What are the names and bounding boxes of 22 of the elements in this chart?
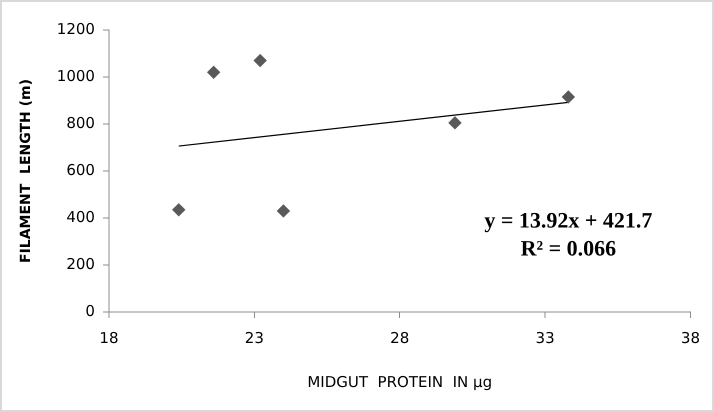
point (448, 116, 462, 130)
y-tick-label: 400 (66, 208, 95, 226)
y-tick-label: 0 (85, 302, 95, 320)
x-tick-label: 28 (390, 328, 410, 347)
y-tick-label: 1200 (56, 20, 95, 38)
y-axis-title: FILAMENT LENGTH (m) (18, 78, 34, 264)
y-tick-label: 800 (66, 114, 95, 132)
point (172, 203, 186, 216)
point (207, 66, 220, 79)
annotation: y = 13.92x + 421.7 (484, 207, 652, 232)
point (276, 204, 290, 218)
x-tick-label: 23 (244, 328, 264, 347)
x-tick-label: 38 (680, 328, 700, 347)
annotation: R² = 0.066 (520, 235, 616, 260)
point (562, 90, 575, 104)
y-tick-label: 200 (66, 254, 95, 273)
x-tick-label: 18 (99, 328, 119, 347)
x-axis-title: MIDGUT PROTEIN IN µg (307, 372, 492, 391)
y-tick-label: 600 (66, 160, 95, 179)
y-tick-label: 1000 (56, 66, 95, 85)
x-tick-label: 33 (536, 328, 555, 347)
point (254, 54, 267, 68)
